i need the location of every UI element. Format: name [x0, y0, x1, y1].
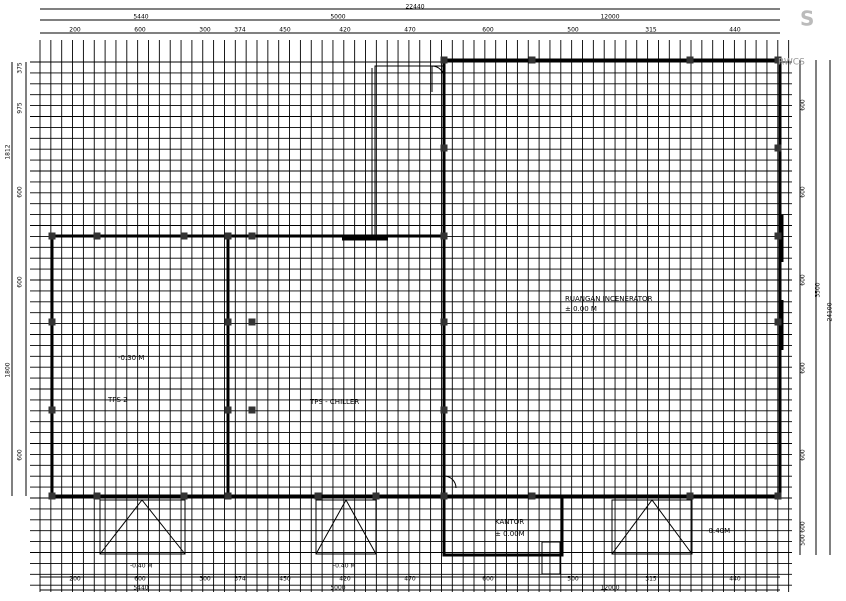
column — [248, 406, 256, 414]
column — [180, 492, 188, 500]
dimension: 5440 — [133, 585, 148, 592]
logo: RWCS — [778, 58, 805, 68]
column — [440, 56, 448, 64]
column — [372, 492, 380, 500]
dimension: 975 — [17, 102, 24, 114]
column — [774, 492, 782, 500]
column — [248, 232, 256, 240]
dimension: 500 — [800, 534, 807, 546]
dimension: 200 — [69, 27, 81, 34]
dimension: 500 — [567, 27, 579, 34]
dimension: 600 — [800, 362, 807, 374]
dimension: 420 — [339, 27, 351, 34]
column — [314, 492, 322, 500]
column — [48, 232, 56, 240]
room-level: ± 0.00 M — [565, 305, 597, 313]
ramp-level: -0.40 M — [130, 563, 153, 570]
dimension: 600 — [134, 576, 146, 583]
dimension: 470 — [404, 576, 416, 583]
column — [248, 318, 256, 326]
column — [528, 492, 536, 500]
dimension: 600 — [800, 274, 807, 286]
dimension: 374 — [234, 27, 246, 34]
dimension: 5000 — [330, 585, 345, 592]
dimension: 315 — [645, 576, 657, 583]
dimension: 5000 — [330, 14, 345, 21]
dimension: 24100 — [827, 302, 834, 321]
dimension: 600 — [800, 449, 807, 461]
column — [93, 232, 101, 240]
column — [440, 232, 448, 240]
dimension: 600 — [482, 27, 494, 34]
column — [48, 492, 56, 500]
dimension: 420 — [339, 576, 351, 583]
dimension: 300 — [199, 27, 211, 34]
column — [774, 232, 782, 240]
dimension: 600 — [482, 576, 494, 583]
dimension: 12000 — [600, 585, 619, 592]
ramp-level: -0.40M — [706, 527, 730, 535]
dimension: 200 — [69, 576, 81, 583]
dimension: 440 — [729, 576, 741, 583]
column — [224, 232, 232, 240]
grid — [30, 40, 792, 592]
column — [528, 56, 536, 64]
dimension: 600 — [17, 449, 24, 461]
dimension: 600 — [17, 276, 24, 288]
column — [48, 318, 56, 326]
dimension: 600 — [800, 99, 807, 111]
dimension: 1812 — [5, 144, 12, 159]
room-label: TPS - CHILLER — [309, 398, 359, 406]
dimension: 600 — [800, 521, 807, 533]
room-label: TPS 2 — [107, 396, 128, 404]
column — [93, 492, 101, 500]
watermark: S — [800, 7, 814, 31]
walls — [50, 58, 784, 575]
column — [774, 56, 782, 64]
dimension: 5440 — [133, 14, 148, 21]
column — [440, 406, 448, 414]
dimension: 500 — [567, 576, 579, 583]
dimension: 315 — [645, 27, 657, 34]
dimension: 470 — [404, 27, 416, 34]
dimension: 600 — [800, 186, 807, 198]
room-level: -0.30 M — [118, 354, 144, 362]
dimension: 300 — [199, 576, 211, 583]
dimension: 374 — [234, 576, 246, 583]
columns — [48, 56, 782, 500]
column — [440, 492, 448, 500]
dimension: 375 — [17, 62, 24, 74]
column — [440, 318, 448, 326]
room-label: KANTOR — [495, 518, 524, 526]
dimension: 12000 — [600, 14, 619, 21]
column — [440, 144, 448, 152]
dimension: 22440 — [405, 4, 424, 11]
column — [774, 318, 782, 326]
column — [224, 318, 232, 326]
dimension-lines — [11, 8, 831, 591]
room-level: ± 0.00M — [495, 530, 525, 538]
column — [686, 492, 694, 500]
dimension: 440 — [729, 27, 741, 34]
dimension: 450 — [279, 576, 291, 583]
column — [686, 56, 694, 64]
dimension: 600 — [134, 27, 146, 34]
room-label: RUANGAN INCENERATOR — [565, 295, 653, 303]
column — [180, 232, 188, 240]
column — [224, 492, 232, 500]
dimension: 3500 — [815, 282, 822, 297]
dimension: 1800 — [5, 362, 12, 377]
dimension: 450 — [279, 27, 291, 34]
column — [224, 406, 232, 414]
dimension: 600 — [17, 186, 24, 198]
column — [774, 144, 782, 152]
column — [48, 406, 56, 414]
ramp-level: -0.40 M — [333, 563, 356, 570]
